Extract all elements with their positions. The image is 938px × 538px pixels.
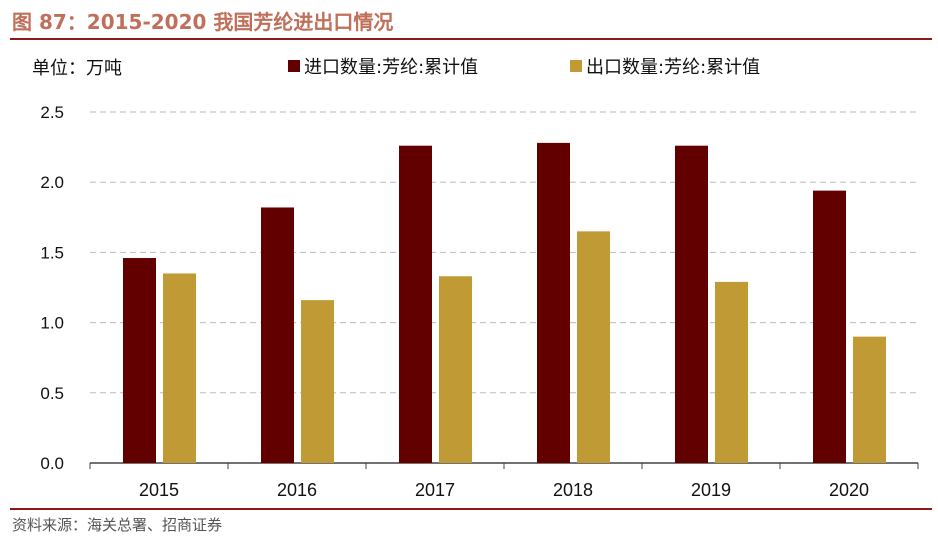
- y-tick-label: 1.5: [40, 243, 64, 262]
- bar-import-2019: [675, 145, 708, 464]
- bar-export-2015: [163, 273, 196, 463]
- legend-label-import: 进口数量:芳纶:累计值: [304, 57, 479, 78]
- legend-swatch-export: [570, 60, 582, 72]
- x-tick-label: 2017: [415, 480, 455, 500]
- x-tick-label: 2015: [139, 480, 179, 500]
- y-tick-label: 2.5: [40, 103, 64, 122]
- bar-import-2016: [261, 207, 294, 463]
- bar-export-2017: [439, 276, 472, 463]
- bar-import-2015: [123, 258, 156, 463]
- x-tick-label: 2016: [277, 480, 317, 500]
- bar-export-2016: [301, 300, 334, 463]
- bar-export-2018: [577, 231, 610, 463]
- legend-label-export: 出口数量:芳纶:累计值: [586, 57, 761, 78]
- y-tick-label: 1.0: [40, 314, 64, 333]
- bar-import-2017: [399, 145, 432, 464]
- legend-export: 出口数量:芳纶:累计值: [570, 53, 760, 79]
- x-tick-label: 2020: [829, 480, 869, 500]
- y-tick-label: 2.0: [40, 173, 64, 192]
- bar-import-2020: [813, 190, 846, 463]
- bar-export-2019: [715, 281, 748, 463]
- y-tick-label: 0.0: [40, 454, 64, 473]
- title-divider: [10, 38, 932, 40]
- x-tick-label: 2018: [553, 480, 593, 500]
- legend-swatch-import: [288, 60, 300, 72]
- source-note: 资料来源：海关总署、招商证券: [12, 516, 223, 534]
- unit-label: 单位：万吨: [32, 58, 122, 79]
- bar-import-2018: [537, 142, 570, 463]
- source-divider: [10, 508, 932, 510]
- figure-title: 图 87：2015-2020 我国芳纶进出口情况: [12, 10, 394, 34]
- bar-export-2020: [853, 336, 886, 463]
- y-tick-label: 0.5: [40, 384, 64, 403]
- legend-import: 进口数量:芳纶:累计值: [288, 53, 478, 79]
- x-tick-label: 2019: [691, 480, 731, 500]
